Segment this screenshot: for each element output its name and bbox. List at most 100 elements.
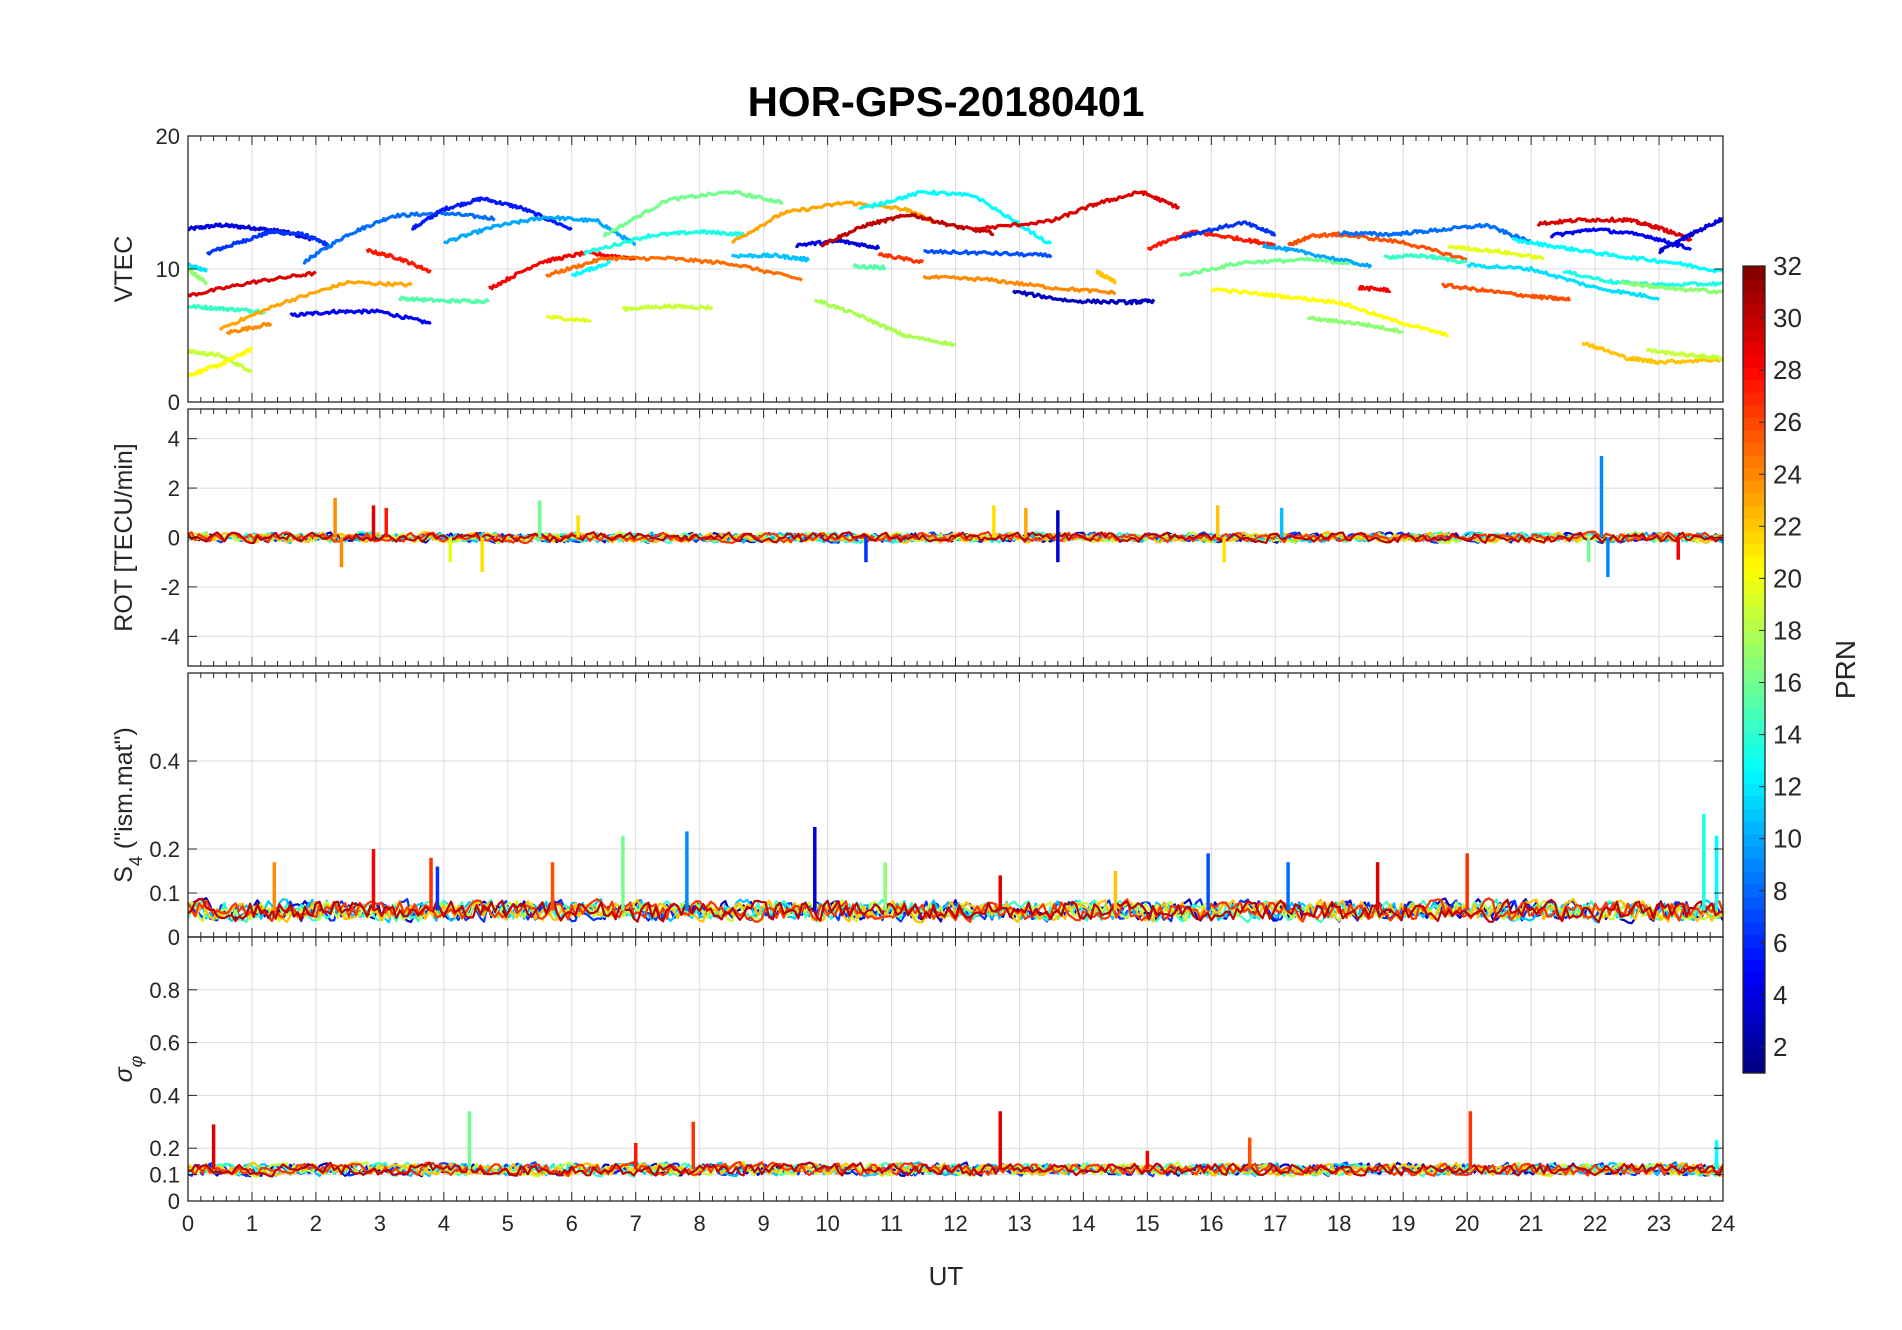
series-prn-19 bbox=[621, 303, 714, 312]
x-tick-label: 0 bbox=[182, 1211, 194, 1236]
colorbar-segment bbox=[1743, 354, 1765, 368]
colorbar-segment bbox=[1743, 934, 1765, 948]
x-tick-label: 9 bbox=[758, 1211, 770, 1236]
data-rot bbox=[188, 455, 1723, 578]
colorbar-segment bbox=[1743, 278, 1765, 292]
series-prn-9 bbox=[443, 215, 637, 246]
series-prn-10 bbox=[731, 252, 810, 263]
series-prn-28 bbox=[877, 252, 925, 264]
colorbar-tick-label: 6 bbox=[1773, 928, 1787, 958]
colorbar-segment bbox=[1743, 833, 1765, 847]
x-tick-label: 7 bbox=[630, 1211, 642, 1236]
series-prn-2 bbox=[795, 238, 881, 251]
colorbar-segment bbox=[1743, 455, 1765, 469]
series-prn-24 bbox=[218, 279, 413, 332]
colorbar-segment bbox=[1743, 782, 1765, 797]
panel-s4: 00.10.20.4S4 ("ism.mat") bbox=[110, 672, 1724, 950]
colorbar-segment bbox=[1743, 329, 1765, 343]
colorbar-tick-label: 28 bbox=[1773, 355, 1802, 385]
colorbar-segment bbox=[1743, 757, 1765, 771]
panel-vtec: 0 10 20 VTEC bbox=[110, 124, 1724, 415]
series-prn-2 bbox=[1658, 216, 1723, 255]
series-prn-23 bbox=[1581, 341, 1723, 365]
colorbar-segment bbox=[1743, 392, 1765, 406]
y-axis-label-sub: 4 bbox=[126, 856, 146, 866]
colorbar-segment bbox=[1743, 946, 1765, 961]
colorbar-segment bbox=[1743, 745, 1765, 759]
colorbar-segment bbox=[1743, 883, 1765, 898]
colorbar-segment bbox=[1743, 631, 1765, 645]
colorbar-segment bbox=[1743, 404, 1765, 418]
x-tick-label: 13 bbox=[1007, 1211, 1031, 1236]
x-tick-label: 6 bbox=[566, 1211, 578, 1236]
series-prn-21 bbox=[1211, 287, 1450, 339]
colorbar-segment bbox=[1743, 543, 1765, 557]
x-tick-label: 20 bbox=[1455, 1211, 1479, 1236]
series-prn-30 bbox=[1357, 285, 1392, 294]
x-tick-label: 17 bbox=[1263, 1211, 1287, 1236]
series-prn-5 bbox=[205, 229, 331, 256]
y-tick-label: 0.1 bbox=[149, 1163, 180, 1188]
series-prn-21 bbox=[188, 346, 254, 378]
series-prn-11 bbox=[1466, 262, 1660, 302]
series-prn-9 bbox=[1262, 243, 1373, 269]
series-prn-25 bbox=[922, 274, 1117, 296]
colorbar-segment bbox=[1743, 770, 1765, 784]
x-tick-label: 4 bbox=[438, 1211, 450, 1236]
series-prn-3 bbox=[1549, 227, 1692, 252]
series-prn-16 bbox=[602, 189, 784, 238]
colorbar-segment bbox=[1743, 366, 1765, 381]
series-prn-7 bbox=[302, 210, 496, 265]
data-s4 bbox=[188, 813, 1723, 925]
colorbar-segment bbox=[1743, 316, 1765, 330]
y-tick-label: 0.4 bbox=[149, 1083, 180, 1108]
y-axis-label-s4: S4 ("ism.mat") bbox=[110, 727, 146, 883]
colorbar-segment bbox=[1743, 732, 1765, 746]
x-tick-label: 18 bbox=[1327, 1211, 1351, 1236]
colorbar-segment bbox=[1743, 719, 1765, 734]
series-prn-17 bbox=[1306, 315, 1404, 334]
y-tick-label: 20 bbox=[156, 124, 180, 149]
x-tick-label: 21 bbox=[1519, 1211, 1543, 1236]
y-tick-label: 0.8 bbox=[149, 978, 180, 1003]
colorbar-segment bbox=[1743, 896, 1765, 910]
series-prn-3 bbox=[289, 308, 432, 325]
series-prn-31 bbox=[188, 270, 317, 298]
data-vtec bbox=[188, 189, 1723, 378]
series-prn-5 bbox=[1179, 220, 1277, 239]
colorbar-tick-label: 30 bbox=[1773, 303, 1802, 333]
series-prn-19 bbox=[1645, 347, 1723, 361]
y-tick-label: 4 bbox=[168, 427, 180, 452]
series-prn-29 bbox=[365, 247, 432, 274]
colorbar-segment bbox=[1743, 606, 1765, 620]
series-prn-15 bbox=[397, 295, 490, 305]
series-prn-20 bbox=[1447, 244, 1545, 261]
chart-title: HOR-GPS-20180401 bbox=[748, 78, 1145, 125]
series-prn-27 bbox=[1441, 282, 1572, 302]
y-axis-label-sub: φ bbox=[126, 1055, 146, 1067]
colorbar-segment bbox=[1743, 467, 1765, 481]
colorbar-tick-label: 4 bbox=[1773, 980, 1787, 1010]
x-tick-label: 19 bbox=[1391, 1211, 1415, 1236]
colorbar-segment bbox=[1743, 303, 1765, 318]
y-tick-label: -4 bbox=[160, 624, 180, 649]
colorbar-segment bbox=[1743, 619, 1765, 633]
series-prn-31 bbox=[974, 190, 1180, 231]
series-prn-4 bbox=[410, 196, 573, 231]
colorbar-segment bbox=[1743, 959, 1765, 973]
colorbar-tick-label: 14 bbox=[1773, 720, 1802, 750]
trace-prn-32 bbox=[188, 1161, 1723, 1178]
series-prn-13 bbox=[583, 228, 745, 256]
colorbar-segment bbox=[1743, 518, 1765, 532]
y-tick-label: 0 bbox=[168, 526, 180, 551]
x-tick-label: 3 bbox=[374, 1211, 386, 1236]
series-prn-14 bbox=[188, 303, 267, 315]
colorbar-frame bbox=[1742, 265, 1766, 1074]
colorbar-segment bbox=[1743, 707, 1765, 721]
y-tick-label: 0.1 bbox=[149, 881, 180, 906]
x-tick-label: 23 bbox=[1647, 1211, 1671, 1236]
series-prn-16 bbox=[1179, 256, 1359, 277]
y-tick-label: 0 bbox=[168, 925, 180, 950]
colorbar-segment bbox=[1743, 1035, 1765, 1049]
x-tick-label: 8 bbox=[694, 1211, 706, 1236]
